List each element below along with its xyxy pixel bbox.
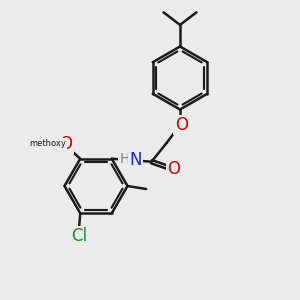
Text: methoxy: methoxy — [30, 139, 67, 148]
Text: O: O — [175, 116, 188, 134]
Text: O: O — [167, 160, 180, 178]
Text: O: O — [59, 135, 72, 153]
Text: N: N — [129, 151, 142, 169]
Text: H: H — [119, 152, 130, 166]
Text: Cl: Cl — [71, 227, 87, 245]
